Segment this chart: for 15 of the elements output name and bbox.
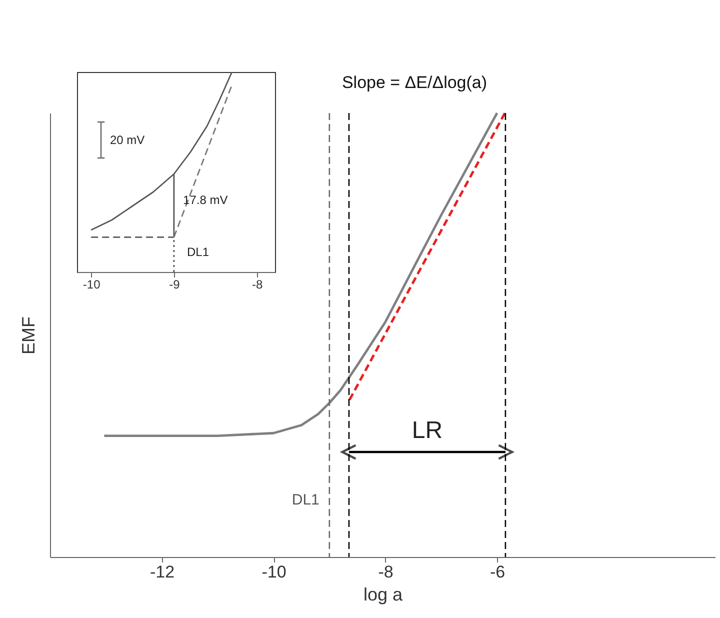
x-tick-label: -9	[169, 278, 180, 292]
x-tick-label: -6	[490, 562, 506, 582]
x-tick-label: -8	[252, 278, 263, 292]
chart-title: Slope = ΔE/Δlog(a)	[342, 72, 488, 92]
x-tick-label: -12	[150, 562, 175, 582]
y-axis-title: EMF	[18, 316, 38, 354]
annotation: 20 mV	[110, 133, 145, 147]
annotation: LR	[412, 417, 443, 444]
annotation: DL1	[187, 245, 210, 259]
x-tick-label: -10	[262, 562, 286, 582]
annotation: 17.8 mV	[183, 193, 228, 207]
x-tick-label: -8	[378, 562, 394, 582]
x-axis-title: log a	[363, 584, 404, 604]
ref-line-label: DL1	[292, 491, 320, 508]
x-tick-label: -10	[82, 278, 101, 292]
